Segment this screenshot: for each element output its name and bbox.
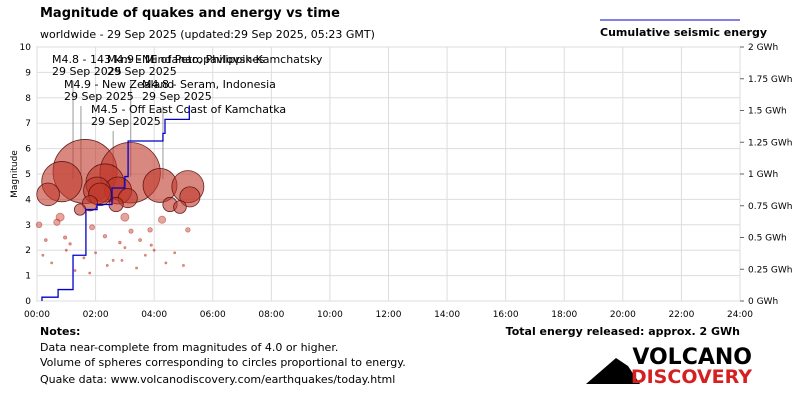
total-energy: Total energy released: approx. 2 GWh	[506, 325, 740, 338]
annotation-date: 29 Sep 2025	[142, 90, 212, 103]
quake-bubble	[41, 253, 45, 257]
quake-bubble	[135, 266, 138, 270]
quake-bubble	[179, 186, 201, 208]
x-tick-label: 24:00	[727, 310, 753, 320]
y2-tick-label: 1.75 GWh	[748, 75, 792, 85]
x-tick-label: 12:00	[376, 310, 402, 320]
y-tick-label: 7	[25, 119, 31, 129]
logo-mountain	[586, 358, 640, 384]
y2-tick-label: 0.5 GWh	[748, 234, 787, 244]
y-tick-label: 4	[25, 195, 31, 205]
x-tick-label: 06:00	[200, 310, 226, 320]
quake-bubble	[147, 227, 153, 233]
notes-title: Notes:	[40, 325, 80, 338]
x-tick-label: 18:00	[551, 310, 577, 320]
quake-bubble	[123, 246, 127, 250]
quake-bubble	[43, 238, 48, 242]
quake-bubble	[35, 221, 43, 229]
y-tick-label: 5	[25, 170, 31, 180]
quake-bubble	[173, 251, 177, 255]
y2-tick-label: 0.75 GWh	[748, 202, 792, 212]
quake-bubble	[82, 195, 99, 212]
quake-bubble	[50, 261, 54, 265]
x-tick-label: 16:00	[493, 310, 519, 320]
y-tick-label: 3	[25, 221, 31, 231]
y-tick-label: 2	[25, 246, 31, 256]
note: Volume of spheres corresponding to circl…	[40, 356, 406, 369]
quake-bubble	[111, 258, 115, 262]
quake-bubble	[149, 243, 153, 247]
subtitle: worldwide - 29 Sep 2025 (updated:29 Sep …	[40, 28, 375, 41]
note: Quake data: www.volcanodiscovery.com/ear…	[40, 373, 395, 386]
y2-tick-label: 0 GWh	[748, 297, 778, 307]
quake-bubble	[120, 258, 124, 262]
y-axis-label: Magnitude	[10, 150, 20, 198]
x-tick-label: 00:00	[24, 310, 50, 320]
x-tick-label: 08:00	[258, 310, 284, 320]
quake-bubble	[118, 240, 122, 245]
annotation-date: 29 Sep 2025	[64, 90, 134, 103]
quake-bubble	[158, 215, 167, 224]
quake-bubble	[105, 264, 109, 267]
quake-bubble	[152, 248, 156, 252]
quake-bubble	[88, 271, 92, 275]
x-tick-label: 20:00	[610, 310, 636, 320]
legend-label: Cumulative seismic energy	[600, 26, 767, 39]
quake-bubble	[63, 235, 68, 240]
y-tick-label: 10	[20, 43, 32, 53]
quake-bubble	[68, 242, 72, 246]
annotation-text: M4.9 - New Zealand	[64, 78, 174, 91]
x-tick-label: 04:00	[141, 310, 167, 320]
quake-bubble	[128, 228, 134, 234]
y2-tick-label: 1.5 GWh	[748, 107, 787, 117]
annotation-text: M4.8 - Seram, Indonesia	[142, 78, 276, 91]
quake-bubble	[143, 253, 147, 257]
y-tick-label: 1	[25, 272, 31, 282]
y2-tick-label: 1.25 GWh	[748, 138, 792, 148]
x-tick-label: 22:00	[668, 310, 694, 320]
energy-line	[41, 105, 190, 301]
x-tick-label: 02:00	[83, 310, 109, 320]
quake-bubble	[73, 269, 77, 272]
annotation-date: 29 Sep 2025	[91, 115, 161, 128]
quake-bubble	[89, 224, 96, 231]
quake-bubble	[164, 261, 168, 265]
quake-bubble	[182, 264, 185, 267]
y2-tick-label: 2 GWh	[748, 43, 778, 53]
quake-bubble	[173, 200, 187, 214]
y-tick-label: 0	[25, 297, 31, 307]
x-tick-label: 14:00	[434, 310, 460, 320]
annotation-text: M4.9 - Mindanao, Philippines	[107, 53, 265, 66]
annotation-text: M4.8 - 143 km ENE of Petropavlovsk-Kamch…	[52, 53, 323, 66]
quake-bubble	[53, 218, 61, 226]
annotation-text: M4.5 - Off East Coast of Kamchatka	[91, 103, 286, 116]
y-tick-label: 9	[25, 68, 31, 78]
quake-bubble	[138, 238, 142, 242]
quake-bubble	[185, 227, 191, 233]
y2-tick-label: 1 GWh	[748, 170, 778, 180]
logo-text: VOLCANO	[632, 345, 752, 370]
y-tick-label: 6	[25, 145, 31, 155]
quake-bubble	[64, 248, 68, 252]
quake-bubble	[94, 251, 97, 255]
quake-bubble	[36, 182, 60, 207]
y-tick-label: 8	[25, 94, 31, 104]
x-tick-label: 10:00	[317, 310, 343, 320]
quake-bubble	[82, 256, 86, 260]
y2-tick-label: 0.25 GWh	[748, 265, 792, 275]
quake-bubble	[120, 212, 130, 222]
annotation-date: 29 Sep 2025	[52, 65, 122, 78]
quake-bubble	[73, 203, 87, 216]
note: Data near-complete from magnitudes of 4.…	[40, 341, 338, 354]
annotation-date: 29 Sep 2025	[107, 65, 177, 78]
quake-bubble	[102, 234, 108, 239]
chart-title: Magnitude of quakes and energy vs time	[40, 6, 340, 21]
logo-text: DISCOVERY	[631, 366, 752, 388]
